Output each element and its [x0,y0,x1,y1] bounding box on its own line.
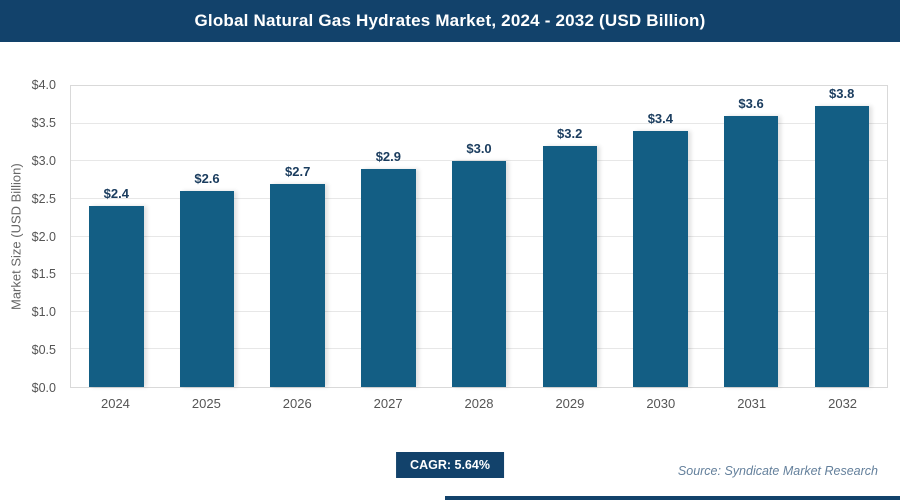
bar-slot: $3.4 [615,86,706,387]
x-tick-label: 2031 [737,396,767,411]
y-tick-label: $3.5 [31,115,56,130]
title-bar: Global Natural Gas Hydrates Market, 2024… [0,0,900,42]
bar-value-label: $3.6 [738,96,764,112]
x-tick-label: 2027 [373,396,403,411]
y-tick-label: $1.5 [31,267,56,282]
bar-2028 [451,161,507,387]
bar-2026 [270,183,325,387]
bar-value-label: $3.2 [557,126,583,142]
x-tick-label: 2024 [100,396,130,411]
source-credit: Source: Syndicate Market Research [677,464,878,478]
bar-value-label: $3.0 [466,141,492,157]
y-tick-label: $4.0 [31,78,56,92]
bar-slot: $3.0 [434,86,525,387]
bar-2031 [723,116,779,387]
bar-slot: $3.6 [706,86,797,387]
y-tick-label: $2.0 [31,229,56,244]
bar-slot: $2.4 [71,86,162,387]
bar-2029 [542,146,597,387]
bar-2027 [361,168,416,387]
bar-slot: $3.2 [524,86,615,387]
bar-value-label: $2.7 [285,163,311,179]
bar-slot: $2.9 [343,86,434,387]
bar-2030 [633,131,688,387]
bar-value-label: $2.4 [103,186,129,202]
y-axis-ticks: $0.0 $0.5 $1.0 $1.5 $2.0 $2.5 $3.0 $3.5 $4.0 [0,78,62,395]
x-tick-label: 2029 [555,396,585,411]
gridline [71,122,887,124]
bar-2032 [814,106,869,387]
y-tick-label: $3.0 [31,153,56,168]
bar-2025 [179,191,235,387]
bar-2024 [89,206,144,387]
bar-slot: $2.7 [252,86,343,387]
chart-title: Global Natural Gas Hydrates Market, 2024… [194,11,706,30]
y-tick-label: $1.0 [31,305,56,320]
y-tick-label: $2.5 [31,191,56,206]
x-axis-labels: 2024 2025 2026 2027 2028 2029 2030 2031 2032 [70,396,888,411]
x-tick-label: 2028 [464,396,494,411]
y-tick-label: $0.5 [31,343,56,358]
bar-value-label: $3.4 [647,111,674,127]
x-tick-label: 2026 [282,396,312,411]
bar-slot: $2.6 [162,86,253,387]
y-tick-label: $0.0 [31,381,56,395]
x-tick-label: 2025 [191,396,221,411]
bar-slot: $3.8 [796,86,887,387]
bar-value-label: $2.9 [375,148,401,164]
bars: $2.4 $2.6 $2.7 $2.9 $3.0 $3.2 $3.4 $3.6 $3.8 [71,86,887,387]
gridline [71,160,887,162]
bottom-accent-bar [445,496,900,500]
x-tick-label: 2030 [646,396,676,411]
cagr-badge: CAGR: 5.64% [396,452,504,478]
plot-area: $2.4 $2.6 $2.7 $2.9 $3.0 $3.2 $3.4 $3.6 $3.8 [70,85,888,388]
bar-value-label: $2.6 [194,171,220,187]
bar-value-label: $3.8 [829,86,855,101]
x-tick-label: 2032 [828,396,858,411]
